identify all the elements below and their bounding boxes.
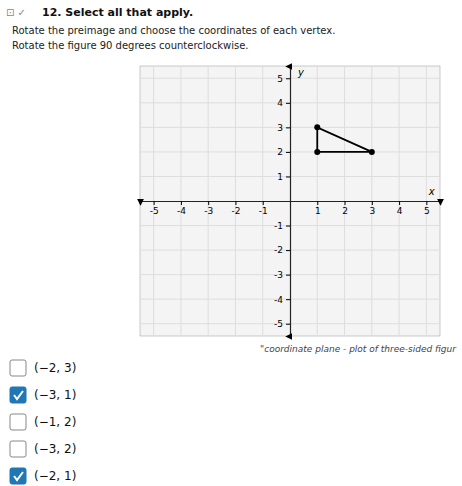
- y-tick-mark: [286, 250, 290, 251]
- y-tick-mark: [286, 324, 290, 325]
- x-tick: -2: [231, 201, 240, 216]
- triangle: [317, 127, 372, 152]
- caption: "coordinate plane - plot of three-sided …: [260, 344, 457, 354]
- x-tick-label: 1: [315, 206, 321, 216]
- option-label[interactable]: (−3, 1): [34, 388, 76, 402]
- x-tick: -4: [177, 201, 186, 216]
- x-tick: 5: [424, 201, 430, 216]
- check-mark: [14, 472, 23, 480]
- vertex: [314, 149, 320, 155]
- option[interactable]: (−2, 1): [10, 468, 76, 484]
- y-tick: 2: [277, 147, 290, 157]
- checkbox[interactable]: [10, 441, 26, 457]
- y-tick-mark: [286, 226, 290, 227]
- y-tick-label: -1: [274, 221, 283, 231]
- y-tick-label: 3: [277, 123, 283, 133]
- checkbox-checked[interactable]: [10, 387, 26, 403]
- option[interactable]: (−1, 2): [10, 414, 76, 430]
- x-tick-label: 4: [397, 206, 403, 216]
- y-tick-mark: [286, 127, 290, 128]
- x-tick-label: -2: [231, 206, 240, 216]
- y-tick-mark: [286, 78, 290, 79]
- x-tick-label: -4: [177, 206, 186, 216]
- y-tick-label: 5: [277, 74, 283, 84]
- x-tick-label: 3: [369, 206, 375, 216]
- y-tick: 4: [277, 98, 290, 108]
- y-tick: -4: [274, 295, 290, 305]
- x-tick-mark: [345, 201, 346, 205]
- option[interactable]: (−3, 1): [10, 387, 76, 403]
- x-tick-mark: [399, 201, 400, 205]
- instruction: Rotate the figure 90 degrees countercloc…: [12, 40, 249, 51]
- plot-background: [140, 66, 440, 336]
- check-mark: [14, 391, 23, 399]
- grid: [140, 66, 440, 336]
- checkbox[interactable]: [10, 360, 26, 376]
- vertex: [314, 124, 320, 130]
- x-tick-label: 2: [342, 206, 348, 216]
- x-tick-label: -3: [204, 206, 213, 216]
- x-tick: -5: [150, 201, 159, 216]
- x-tick-mark: [181, 201, 182, 205]
- option-label[interactable]: (−2, 1): [34, 469, 76, 483]
- y-tick-label: 4: [277, 98, 283, 108]
- x-tick-mark: [263, 201, 264, 205]
- x-tick: 2: [342, 201, 348, 216]
- icons: ⊡ ✓: [6, 7, 26, 18]
- y-tick: -2: [274, 245, 290, 255]
- x-tick-mark: [426, 201, 427, 205]
- checkbox[interactable]: [10, 414, 26, 430]
- instruction: Rotate the preimage and choose the coord…: [12, 25, 335, 36]
- y-tick: -3: [274, 270, 290, 280]
- y-tick-mark: [286, 103, 290, 104]
- x-tick: -3: [204, 201, 213, 216]
- x-tick-label: -1: [259, 206, 268, 216]
- x-tick: 3: [369, 201, 375, 216]
- title: 12. Select all that apply.: [42, 6, 193, 19]
- x-tick: 4: [397, 201, 403, 216]
- y-tick: 1: [277, 172, 290, 182]
- y-tick-label: -3: [274, 270, 283, 280]
- x-tick-mark: [208, 201, 209, 205]
- checkbox-checked[interactable]: [10, 468, 26, 484]
- y-tick-label: -4: [274, 295, 283, 305]
- y-tick: 3: [277, 123, 290, 133]
- x-tick-label: 5: [424, 206, 430, 216]
- x-tick-label: -5: [150, 206, 159, 216]
- y-tick-label: 2: [277, 147, 283, 157]
- y-tick: 5: [277, 74, 290, 84]
- y-tick-mark: [286, 299, 290, 300]
- y-tick-label: -2: [274, 245, 283, 255]
- x-tick-mark: [154, 201, 155, 205]
- y-axis-line: [286, 67, 291, 337]
- y-tick-mark: [286, 275, 290, 276]
- data: [314, 124, 375, 155]
- y-tick-label: 1: [277, 172, 283, 182]
- x-tick: -1: [259, 201, 268, 216]
- x-axis-label: x: [428, 186, 435, 197]
- page: ⊡ ✓ 12. Select all that apply. Rotate the …: [0, 0, 462, 486]
- y-axis-label: y: [297, 67, 305, 78]
- vertex: [369, 149, 375, 155]
- y-axis: -5 -4 -3 -2 -1 1 2 3 4 5: [274, 67, 290, 337]
- option-label[interactable]: (−1, 2): [34, 415, 76, 429]
- y-tick: -1: [274, 221, 290, 231]
- x-tick-mark: [317, 201, 318, 205]
- y-tick-mark: [286, 152, 290, 153]
- option-label[interactable]: (−2, 3): [34, 361, 76, 375]
- option[interactable]: (−3, 2): [10, 441, 76, 457]
- y-tick-label: -5: [274, 319, 283, 329]
- x-tick: 1: [315, 201, 321, 216]
- y-tick-mark: [286, 176, 290, 177]
- option-label[interactable]: (−3, 2): [34, 442, 76, 456]
- x-tick-mark: [372, 201, 373, 205]
- y-tick: -5: [274, 319, 290, 329]
- option[interactable]: (−2, 3): [10, 360, 76, 376]
- x-tick-mark: [235, 201, 236, 205]
